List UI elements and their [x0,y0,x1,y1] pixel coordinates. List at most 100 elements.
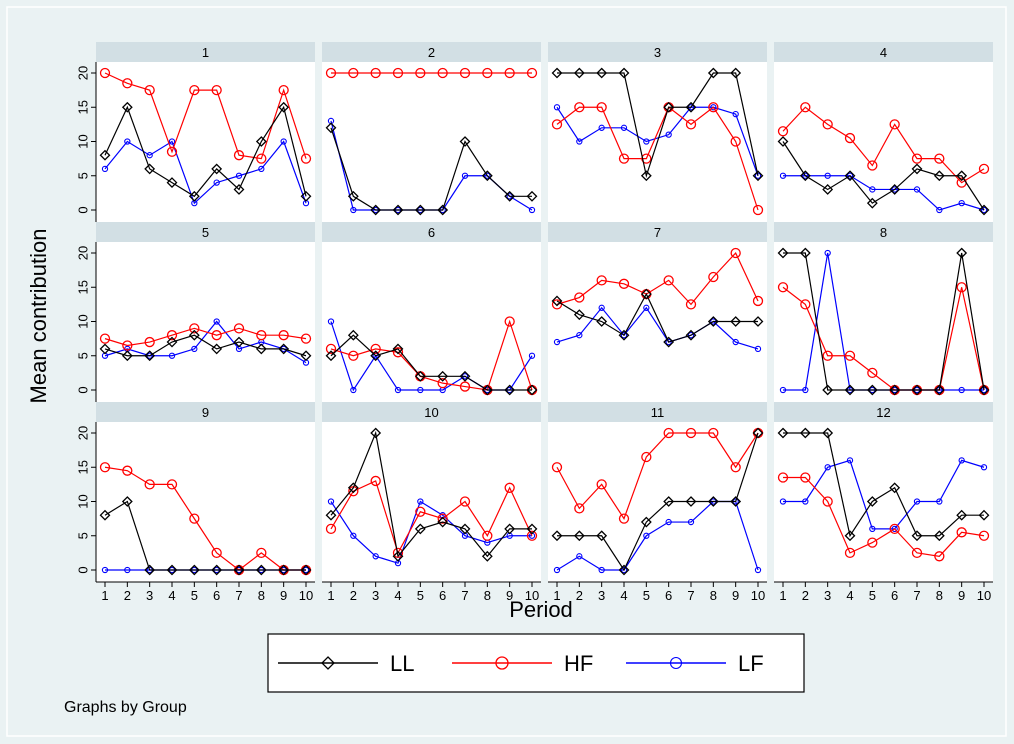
data-point-LL [889,482,901,494]
data-point-LL [640,288,652,300]
data-point-LF [350,386,357,394]
data-point-LL [233,184,245,195]
data-point-LL [777,247,789,259]
data-point-LL [166,177,178,189]
data-point-LL [777,136,789,147]
data-point-LL [956,509,968,521]
data-point-HF [867,537,878,548]
data-point-LL [370,204,382,216]
data-point-LL [504,384,516,396]
data-point-HF [99,333,111,344]
data-point-LF [824,464,831,471]
data-point-LF [553,566,561,574]
series-HF [551,247,764,310]
data-point-LL [278,101,290,113]
panel-strip [548,42,767,62]
series-LL [551,288,764,348]
panel-strip [548,222,767,242]
x-tick-label: 7 [235,588,242,603]
series-LL [777,247,990,396]
series-line-HF [104,327,307,347]
series-HF [325,316,538,396]
data-point-HF [956,282,967,293]
data-point-LF [958,386,965,394]
panel-title: 12 [876,405,890,420]
data-point-LL [437,516,449,528]
data-point-HF [99,67,111,79]
series-HF [777,102,990,188]
data-point-LL [481,384,493,396]
y-tick-label: 10 [76,314,91,328]
x-tick-label: 5 [417,588,424,603]
data-point-HF [122,465,133,476]
data-point-LL [640,170,652,182]
data-point-HF [574,503,585,514]
series-LF [101,138,310,207]
x-tick-label: 9 [732,588,739,603]
data-point-LL [300,350,312,362]
data-point-HF [325,523,337,535]
data-point-LL [911,163,923,175]
data-point-LL [255,564,267,576]
data-point-LL [978,204,990,216]
data-point-LL [573,530,585,542]
x-tick-label: 10 [525,588,539,603]
data-point-LL [730,316,742,327]
series-line-LL [330,127,532,211]
data-point-LL [526,523,538,535]
plot-area [774,62,993,222]
panel-strip [96,222,315,242]
panel-title: 6 [428,225,435,240]
data-point-HF [504,482,515,493]
legend-item-LL: LL [278,651,414,676]
data-point-LF [553,338,561,346]
data-point-LL [978,384,990,396]
x-tick-label: 8 [484,588,491,603]
x-tick-label: 2 [802,588,809,603]
x-tick-label: 4 [394,588,401,603]
panel-11: 111 2 3 4 5 6 7 8 9 10 [548,402,767,603]
data-point-LL [889,384,901,396]
data-point-LL [166,564,178,576]
data-point-LF [598,566,605,574]
data-point-LF [846,457,854,464]
data-point-LL [573,67,585,79]
data-point-LL [618,329,630,341]
data-point-LL [663,496,675,507]
series-line-HF [556,106,759,211]
x-tick-label: 8 [936,588,943,603]
data-point-HF [437,513,448,524]
panel-strip [96,402,315,422]
y-tick-label: 10 [76,134,91,148]
legend-marker [669,656,683,670]
data-point-HF [325,343,337,355]
data-point-LF [235,172,243,179]
y-tick-label: 0 [76,206,91,213]
data-point-HF [777,282,789,293]
data-point-HF [708,102,719,113]
data-point-LL [121,101,133,113]
data-point-LF [936,498,943,505]
data-point-HF [256,330,267,341]
data-point-LF [802,172,809,179]
x-tick-label: 9 [506,588,513,603]
data-point-LF [553,104,561,111]
data-point-HF [459,496,471,507]
legend-label: LF [738,651,764,676]
data-point-HF [708,271,719,283]
data-point-LL [211,564,223,576]
data-point-HF [300,153,312,164]
data-point-LL [121,350,133,362]
data-point-LL [437,204,449,216]
legend-marker [495,656,509,670]
data-point-LF [643,532,650,539]
data-point-LL [211,343,223,355]
series-line-LL [557,432,759,572]
x-tick-label: 6 [891,588,898,603]
x-tick-label: 3 [824,588,831,603]
data-point-HF [459,67,471,79]
data-point-LL [392,343,404,355]
data-point-LF [802,498,809,505]
